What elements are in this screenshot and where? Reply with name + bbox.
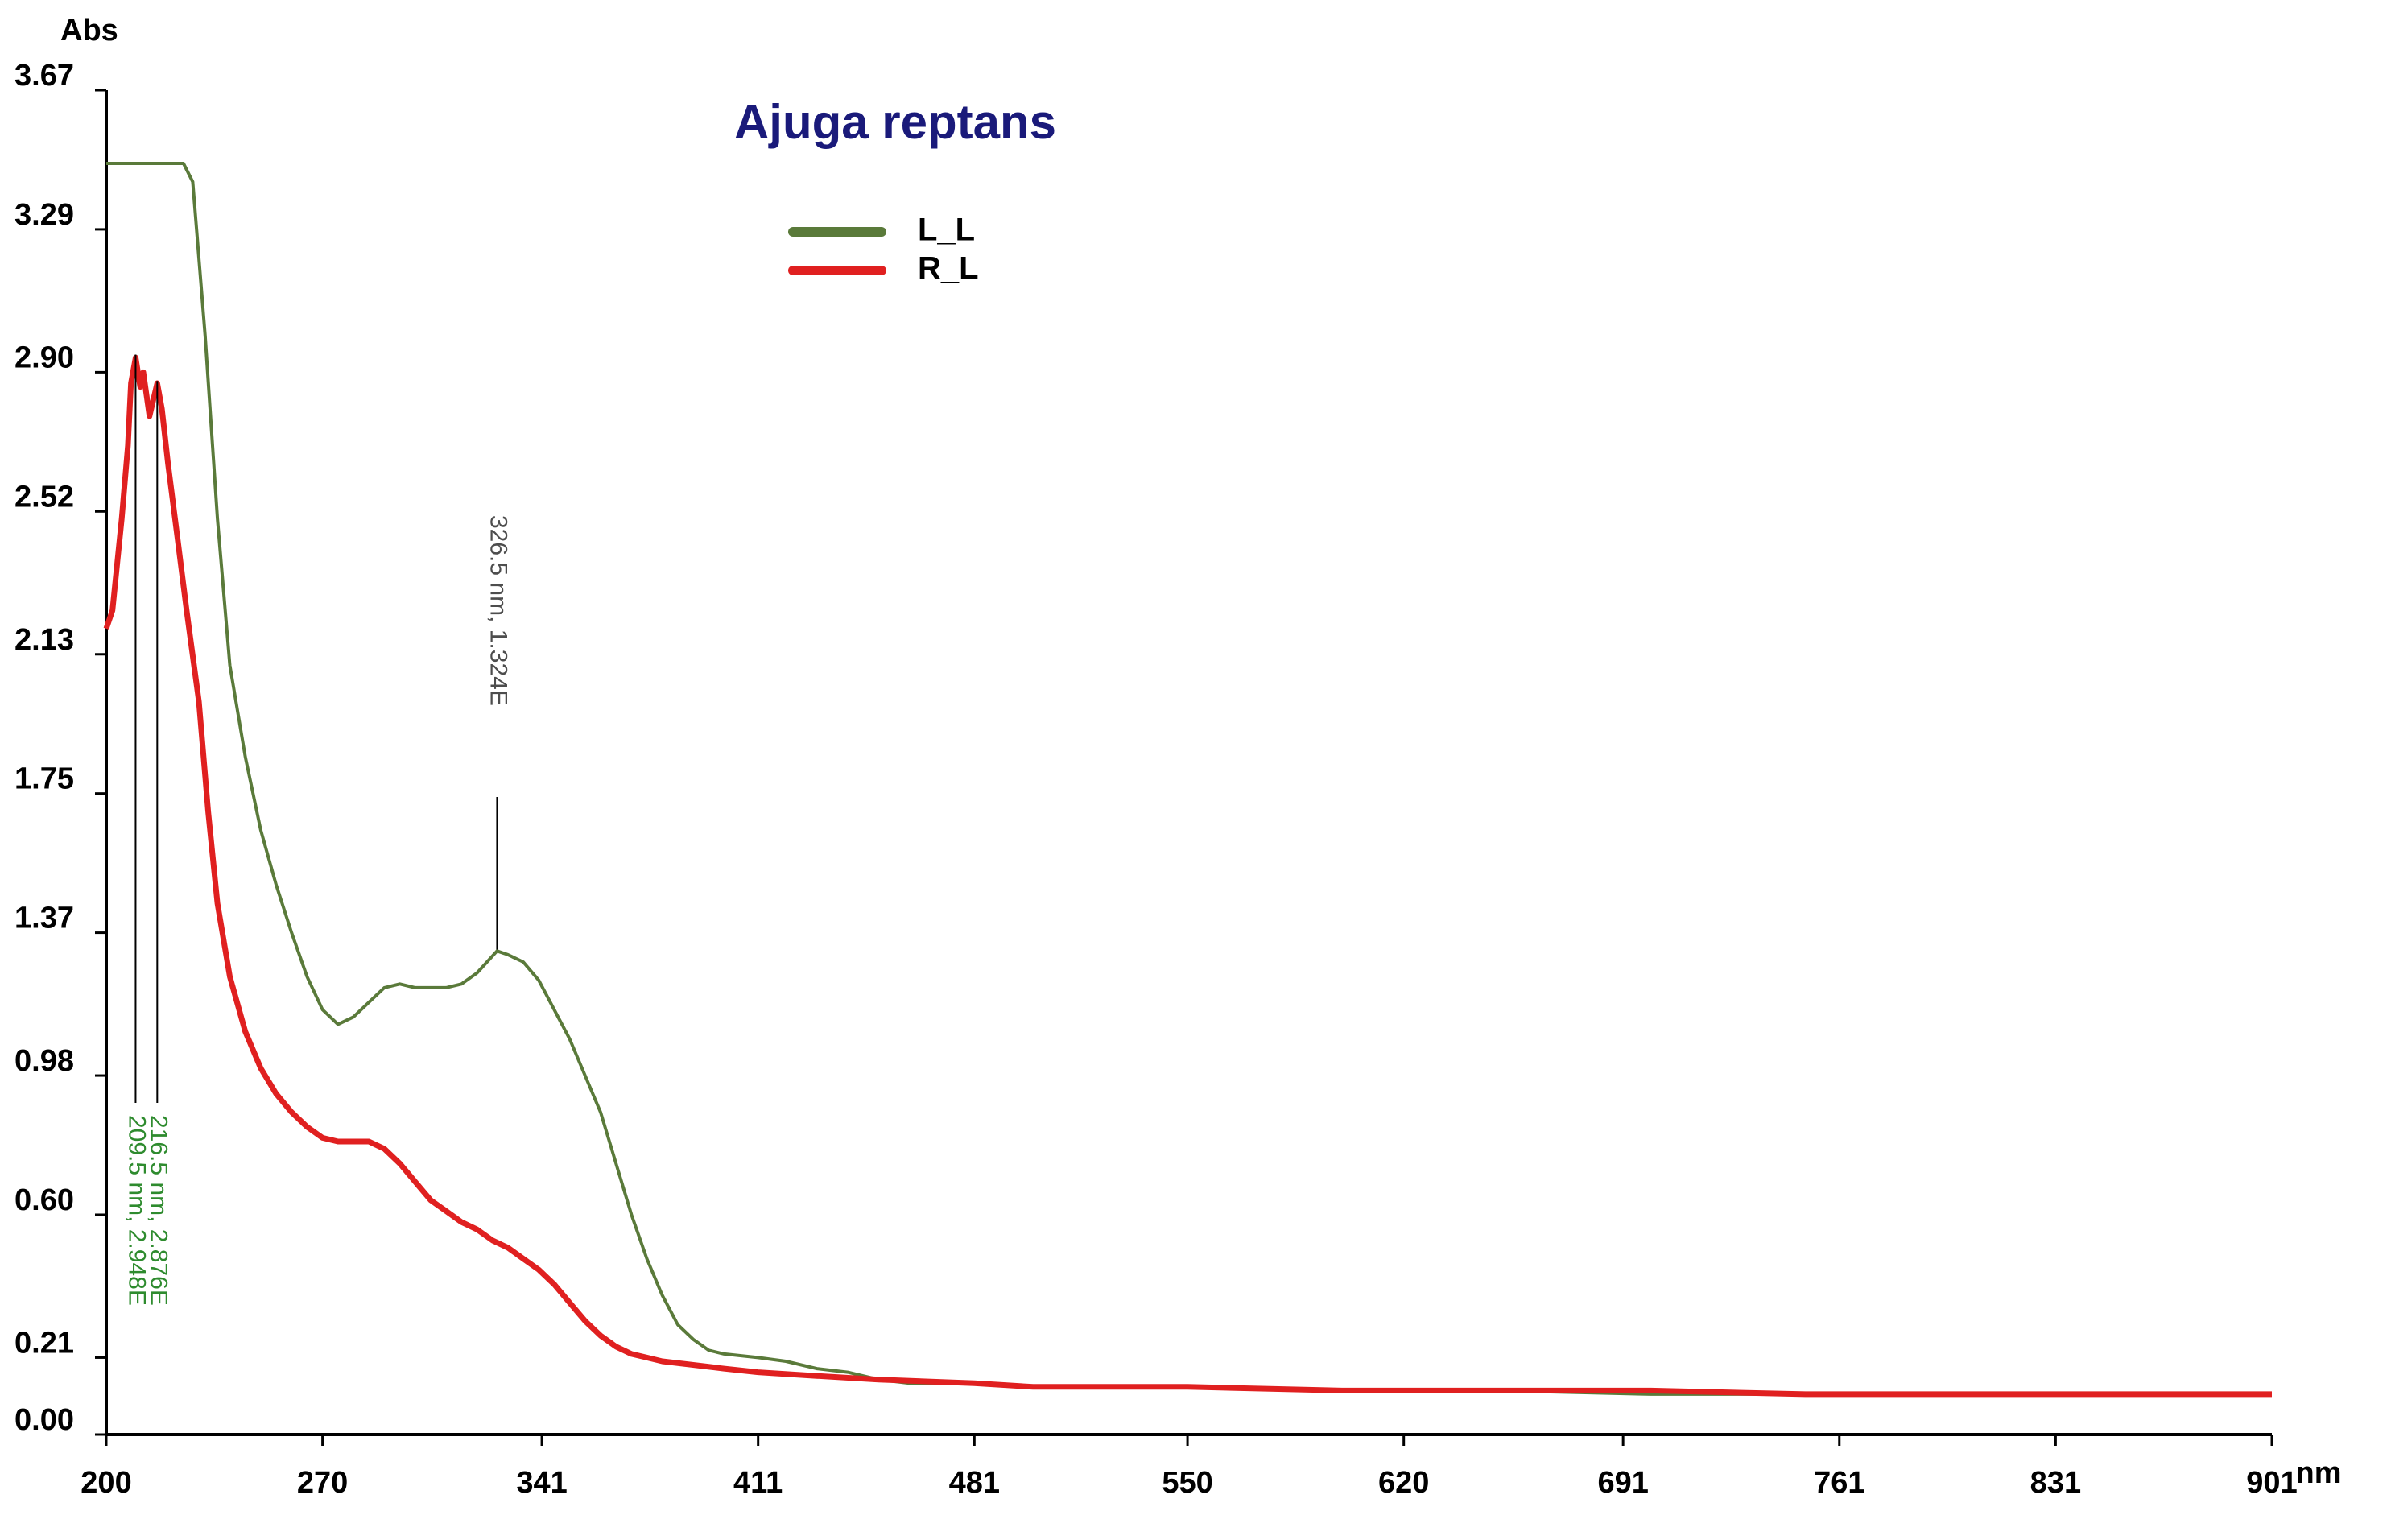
y-ticks: 0.00 0.21 0.60 0.98 1.37 1.75 2.13 2.52 2.90 3.29…: [14, 59, 106, 1437]
y-tick-label: 1.37: [14, 902, 74, 935]
x-tick-label: 761: [1814, 1466, 1864, 1500]
x-tick-label: 550: [1162, 1466, 1212, 1500]
x-tick-label: 481: [949, 1466, 1000, 1500]
series-line-l-l: [106, 162, 2272, 1396]
y-axis-label: Abs: [60, 14, 118, 47]
peak-annotation: 326.5 nm, 1.324E: [485, 515, 512, 706]
x-tick-label: 901: [2246, 1466, 2297, 1500]
peak-annotation: 216.5 nm, 2.876E: [145, 1115, 171, 1306]
x-tick-label: 341: [516, 1466, 567, 1500]
series-line-r-l: [103, 354, 2272, 1398]
y-tick-label: 0.00: [14, 1403, 74, 1437]
x-ticks: 200 270 341 411 481 550 620 691 761 831 901: [81, 1435, 2298, 1500]
chart-title: Ajuga reptans: [734, 95, 1056, 149]
y-tick-label: 3.29: [14, 198, 74, 232]
x-tick-label: 411: [733, 1466, 783, 1500]
y-tick-label: 2.90: [14, 341, 74, 374]
axes: [105, 90, 2272, 1436]
y-tick-label: 2.52: [14, 480, 74, 514]
x-axis-label: nm: [2296, 1456, 2342, 1490]
y-tick-label: 0.21: [14, 1326, 74, 1360]
y-tick-label: 0.60: [14, 1183, 74, 1217]
y-tick-label: 1.75: [14, 762, 74, 796]
peak-annotation: 209.5 nm, 2.948E: [124, 1115, 151, 1306]
legend-label-r-l: R_L: [918, 251, 979, 287]
x-tick-label: 620: [1378, 1466, 1429, 1500]
x-tick-label: 270: [297, 1466, 348, 1500]
x-tick-label: 200: [81, 1466, 131, 1500]
legend-label-l-l: L_L: [918, 213, 975, 248]
series-layer: [103, 162, 2272, 1398]
x-tick-label: 831: [2030, 1466, 2081, 1500]
y-tick-label: 2.13: [14, 623, 74, 657]
y-tick-label: 3.67: [14, 59, 74, 93]
x-tick-label: 691: [1597, 1466, 1648, 1500]
y-tick-label: 0.98: [14, 1044, 74, 1078]
legend: L_L R_L: [788, 213, 979, 287]
